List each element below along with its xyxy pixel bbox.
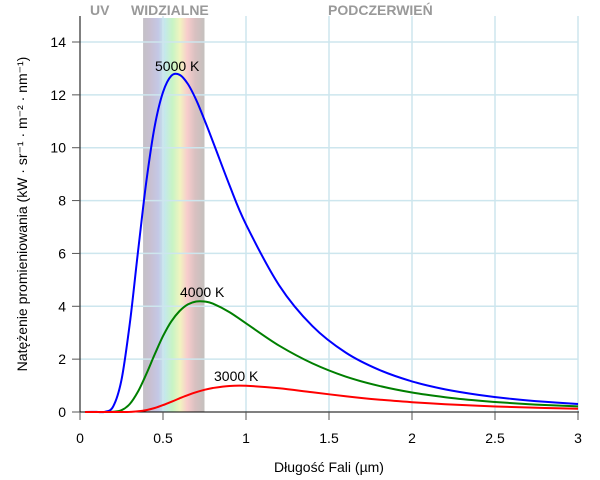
series-line-4000k (84, 300, 579, 414)
x-tick-label: 1.5 (319, 430, 339, 446)
series-label-3000k: 3000 K (214, 368, 259, 384)
region-label-infrared: PODCZERWIEŃ (328, 2, 433, 18)
y-tick-label: 2 (58, 351, 66, 367)
x-tick-label: 0.5 (153, 430, 173, 446)
y-tick-label: 8 (58, 193, 66, 209)
y-tick-label: 10 (50, 140, 66, 156)
series-group (84, 72, 579, 414)
x-tick-label: 2.5 (485, 430, 505, 446)
axes: 0 0.5 1 1.5 2 2.5 3 0 2 4 6 8 10 12 14 (50, 16, 582, 446)
y-tick-label: 12 (50, 87, 66, 103)
x-tick-label: 0 (76, 430, 84, 446)
x-axis-title: Długość Fali (µm) (274, 459, 384, 475)
y-axis-title: Natężenie promieniowania (kW · sr⁻¹ · m⁻… (14, 57, 30, 372)
series-label-4000k: 4000 K (180, 284, 225, 300)
x-tick-label: 3 (574, 430, 582, 446)
region-label-visible: WIDZIALNE (131, 2, 209, 18)
visible-spectrum-band (143, 18, 205, 412)
y-tick-label: 6 (58, 245, 66, 261)
x-tick-label: 1 (242, 430, 250, 446)
region-label-uv: UV (90, 2, 110, 18)
y-tick-label: 14 (50, 34, 66, 50)
series-label-5000k: 5000 K (155, 58, 200, 74)
x-tick-label: 2 (408, 430, 416, 446)
series-line-3000k (84, 384, 579, 413)
y-tick-label: 0 (58, 404, 66, 420)
y-tick-label: 4 (58, 298, 66, 314)
series-line-5000k (84, 72, 579, 414)
